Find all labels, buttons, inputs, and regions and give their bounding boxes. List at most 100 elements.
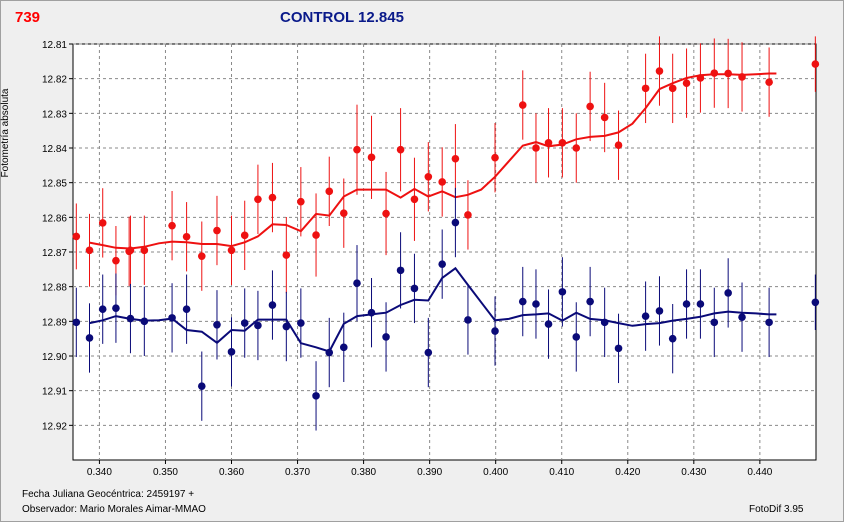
red-data-point [268,193,277,202]
navy-data-point [464,316,472,324]
navy-data-point [325,348,334,357]
navy-data-point [451,218,460,227]
series-layer [72,36,820,431]
red-data-point [765,78,773,86]
red-data-point [168,221,176,230]
red-data-point [682,79,691,87]
x-tick-label: 0.430 [681,467,706,478]
red-data-point [696,74,705,82]
navy-data-point [254,321,262,330]
navy-data-point [182,305,191,314]
navy-data-point [282,322,291,331]
red-data-point [182,232,191,241]
red-data-point [710,69,719,77]
red-data-point [325,187,334,196]
red-series [72,36,820,296]
navy-data-point [710,318,719,327]
red-data-point [98,219,107,227]
y-tick-label: 12.81 [42,40,67,51]
navy-data-point [98,305,107,314]
red-data-point [724,69,732,78]
navy-data-point [811,298,820,307]
red-data-point [410,195,419,204]
navy-data-point [696,300,705,308]
navy-data-point [197,382,206,390]
navy-data-point [438,260,446,268]
red-data-point [451,154,460,163]
y-tick-label: 12.88 [42,283,67,294]
navy-data-point [544,320,553,328]
red-data-point [382,209,390,218]
x-tick-label: 0.390 [417,467,442,478]
navy-data-point [600,318,609,327]
y-tick-label: 12.89 [42,317,67,328]
red-data-point [312,231,320,239]
x-tick-label: 0.380 [351,467,376,478]
navy-data-point [367,308,376,317]
navy-data-point [586,297,594,306]
red-data-point [641,84,650,93]
red-data-point [227,246,236,255]
x-tick-label: 0.410 [549,467,574,478]
x-tick-label: 0.400 [483,467,508,478]
navy-data-point [339,343,348,352]
y-tick-label: 12.85 [42,179,67,190]
red-data-point [85,246,94,255]
red-data-point [438,178,446,186]
navy-data-point [518,297,527,306]
navy-data-point [240,319,249,327]
x-tick-label: 0.440 [747,467,772,478]
red-data-point [140,246,149,255]
red-data-point [572,144,581,152]
y-tick-label: 12.86 [42,213,67,224]
navy-data-point [126,314,135,323]
red-data-point [297,197,305,206]
software-version: FotoDif 3.95 [749,504,804,515]
x-tick-label: 0.370 [285,467,310,478]
navy-data-point [268,301,277,309]
red-data-point [558,139,567,147]
red-data-point [600,113,609,122]
grid [69,43,816,464]
y-tick-label: 12.83 [42,109,67,120]
y-tick-label: 12.91 [42,387,67,398]
navy-data-point [532,300,540,308]
x-tick-label: 0.420 [615,467,640,478]
navy-data-point [491,327,499,335]
red-data-point [655,67,664,75]
navy-data-point [410,284,419,293]
red-data-point [464,211,472,219]
navy-series [72,187,820,431]
y-tick-labels: 12.81 12.82 12.83 12.84 12.85 12.86 12.87 12.88… [42,40,67,432]
red-data-point [811,60,820,68]
red-data-point [396,145,405,154]
red-data-point [112,256,120,265]
navy-data-point [424,348,433,357]
navy-data-point [382,333,390,341]
navy-data-point [668,334,677,343]
red-data-point [586,102,594,111]
navy-data-point [72,318,81,327]
red-data-point [491,153,499,162]
red-data-point [738,73,746,81]
red-data-point [424,172,433,181]
red-data-point [367,153,376,162]
navy-data-point [353,279,361,288]
navy-data-point [297,319,305,327]
red-data-point [213,226,221,235]
navy-data-point [614,344,623,353]
x-tick-label: 0.340 [87,467,112,478]
observer-label: Observador: Mario Morales Aimar-MMAO [22,504,206,515]
red-data-point [668,84,677,93]
red-data-point [126,246,135,255]
y-tick-label: 12.84 [42,144,67,155]
y-tick-label: 12.87 [42,248,67,259]
jd-label: Fecha Juliana Geocéntrica: 2459197 + [22,489,195,500]
x-tick-labels: 0.340 0.350 0.360 0.370 0.380 0.390 0.400 0.410… [87,467,773,478]
y-tick-label: 12.82 [42,75,67,86]
navy-data-point [396,266,405,275]
navy-data-point [140,317,149,326]
navy-data-point [312,392,320,400]
red-data-point [282,251,291,259]
